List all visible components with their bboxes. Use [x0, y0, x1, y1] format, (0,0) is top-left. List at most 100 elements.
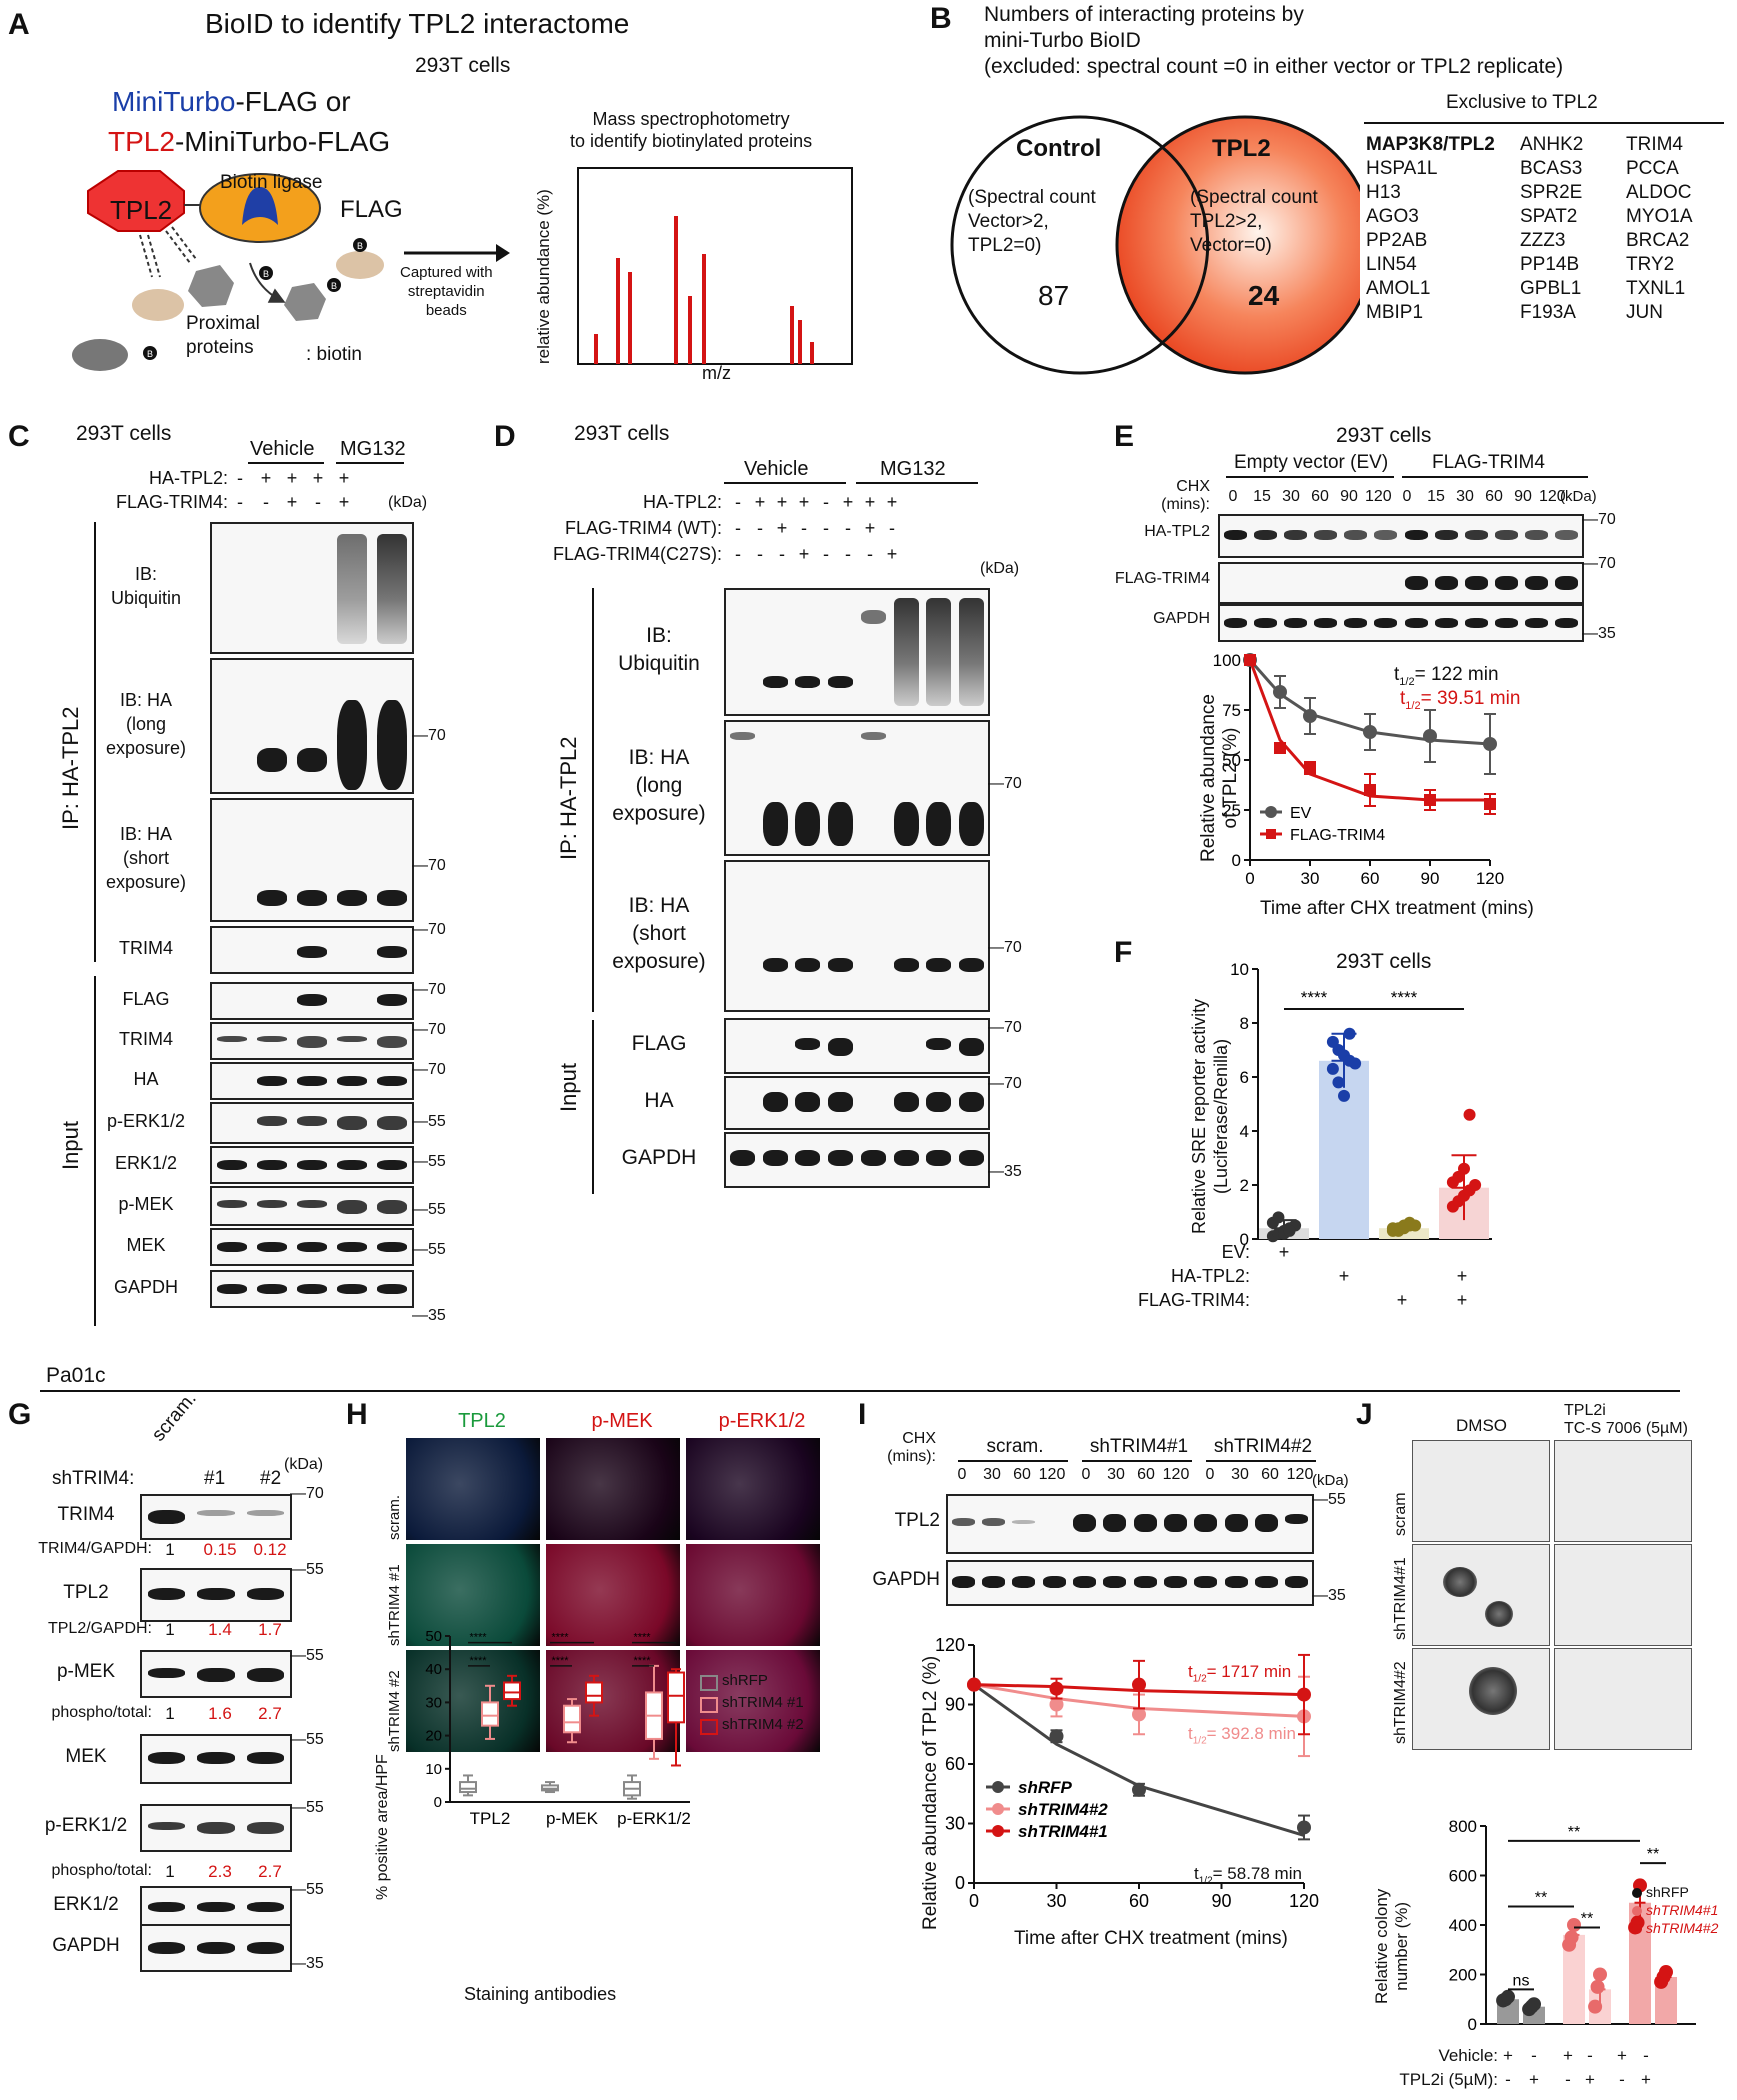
kda-label: (kDa) [980, 560, 1020, 577]
band [197, 1822, 235, 1834]
ms-ylabel: relative abundance (%) [534, 189, 553, 364]
colony-image [1412, 1544, 1550, 1646]
band [762, 676, 788, 688]
western-blot [724, 860, 990, 1012]
data-point [1304, 762, 1316, 774]
treatment-mark: - [845, 518, 851, 538]
y-tick-label: 50 [1222, 751, 1241, 770]
protein-name: BRCA2 [1626, 230, 1690, 251]
band [1404, 576, 1428, 590]
chart-i: 0 30 60 90 120 0 30 60 90 120 shRFP shTRIM4#2 shTRIM… [935, 1635, 1319, 1911]
chx-label: CHX (mins): [1161, 478, 1210, 513]
half-life-3: t1/2= 58.78 min [1194, 1864, 1302, 1887]
y-tick-label: 10 [1230, 960, 1249, 979]
data-point [1484, 798, 1496, 810]
ratio-label: TRIM4/GAPDH: [38, 1540, 152, 1557]
band [795, 1150, 821, 1166]
treatment-mark: - [845, 544, 851, 564]
time-label: 0 [1228, 488, 1238, 505]
data-point [1567, 1918, 1581, 1932]
panel-letter: B [930, 2, 952, 35]
panel-letter: D [494, 420, 516, 453]
treatment-mark: - [757, 518, 763, 538]
group-rule [1206, 1460, 1316, 1462]
kda-marker: 55 [290, 1881, 324, 1899]
input-label: Input [58, 1121, 83, 1170]
band [1133, 1576, 1157, 1588]
data-point [1659, 1965, 1673, 1980]
ev-label: Empty vector (EV) [1234, 452, 1389, 473]
band [795, 1038, 821, 1050]
blot-label: GAPDH [621, 1146, 697, 1169]
data-point [1593, 1967, 1607, 1982]
kda-label: (kDa) [284, 1456, 324, 1473]
treatment-mark: + [886, 544, 898, 564]
band [1072, 1576, 1097, 1588]
western-blot [140, 1886, 292, 1928]
protein-name: H13 [1366, 182, 1401, 203]
band [336, 1076, 368, 1086]
band [795, 802, 821, 846]
cell-line-label: 293T cells [1336, 424, 1432, 447]
kda-marker: 70 [988, 775, 1022, 793]
legend-label: shRFP [722, 1672, 768, 1689]
micrograph-image [406, 1650, 540, 1752]
group-rule [958, 1460, 1068, 1462]
treatment-mark: + [864, 492, 876, 512]
band [376, 1036, 408, 1048]
blot-label: IB: HA (short exposure) [612, 894, 706, 973]
treatment-mark: - [1619, 2070, 1625, 2089]
band [762, 1092, 788, 1112]
band [376, 1076, 408, 1086]
x-tick-label: p-MEK [546, 1809, 599, 1828]
treatment-mark: - [801, 518, 807, 538]
band [336, 1242, 368, 1252]
band [296, 1076, 328, 1086]
micrograph-image [546, 1438, 680, 1540]
band [959, 958, 985, 972]
y-tick-label: 120 [935, 1635, 965, 1655]
blot-label: TPL2 [63, 1582, 109, 1603]
kda-marker: 70 [988, 1019, 1022, 1037]
data-point [1463, 1108, 1476, 1121]
western-blot [1218, 604, 1584, 642]
cell-line-label: 293T cells [76, 422, 172, 445]
band [762, 1150, 788, 1166]
y-tick-label: 800 [1449, 1817, 1477, 1836]
kda-marker: 70 [412, 857, 446, 875]
western-blot [210, 982, 414, 1020]
chart-e: 0 25 50 75 100 0 30 60 90 120 EV FLAG-TRIM4 [1213, 652, 1505, 888]
significance-label: ** [1535, 1889, 1547, 1906]
blot-label: HA-TPL2 [1144, 523, 1210, 540]
band [795, 1092, 821, 1112]
blot-label: IB: HA (long exposure) [612, 746, 706, 825]
band [376, 700, 408, 790]
exclusive-title: Exclusive to TPL2 [1446, 92, 1598, 113]
band [828, 958, 854, 972]
y-tick-label: 0 [1232, 851, 1241, 870]
time-label: 0 [957, 1466, 967, 1483]
band [1525, 530, 1549, 540]
time-label: 30 [1231, 1466, 1249, 1483]
band [256, 1284, 288, 1294]
y-tick-label: 90 [945, 1695, 965, 1715]
data-point [1274, 742, 1286, 754]
western-blot [1218, 514, 1584, 558]
row-label: HA-TPL2: [642, 492, 722, 512]
band [893, 1150, 919, 1166]
band [828, 1092, 854, 1112]
band [1404, 618, 1428, 628]
x-tick-label: 30 [1046, 1891, 1066, 1911]
legend-label: shTRIM4#1 [1018, 1822, 1108, 1841]
blot-label: IB: HA (short exposure) [105, 824, 187, 892]
kda-marker: 35 [1312, 1587, 1346, 1605]
significance-label: **** [469, 1655, 487, 1667]
x-tick-label: 120 [1476, 869, 1504, 888]
treatment-mark: + [864, 518, 876, 538]
band [246, 1668, 285, 1682]
time-label: 120 [1162, 1466, 1190, 1483]
significance-label: ns [1513, 1972, 1530, 1989]
kda-marker: 70 [988, 939, 1022, 957]
band [197, 1942, 235, 1954]
kda-marker: 35 [1582, 625, 1616, 643]
